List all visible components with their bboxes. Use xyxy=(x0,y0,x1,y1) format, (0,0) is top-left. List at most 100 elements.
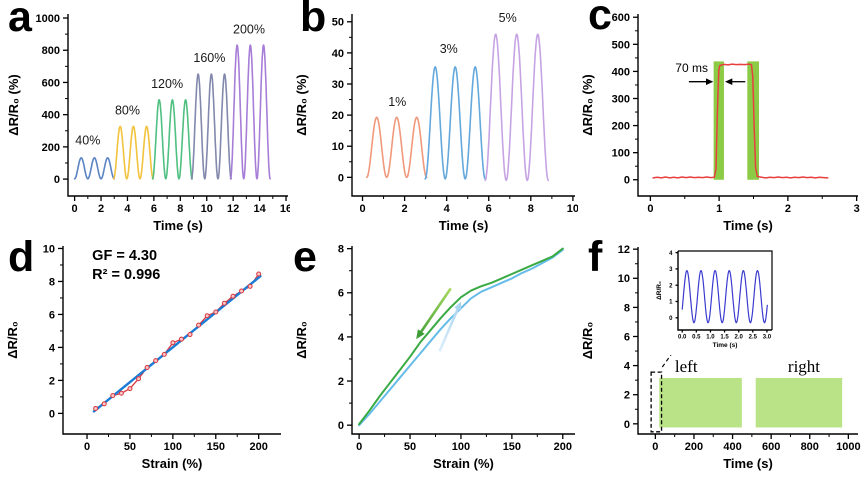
x-tick-label: 0 xyxy=(647,203,653,215)
panel-d-letter: d xyxy=(8,233,35,281)
chart-c: 0 1 2 3 0 100 200 300 400 500 600 Time (s) ΔR/R₀ (%)… xyxy=(580,12,860,233)
y-tick-label: 400 xyxy=(612,66,630,78)
y-tick-label: 2 xyxy=(49,375,55,387)
x-tick-label: 0 xyxy=(652,441,658,453)
y-tick-label: 0 xyxy=(49,408,55,420)
series-160% xyxy=(190,73,232,180)
y-tick-label: 10 xyxy=(43,243,55,255)
y-axis-label: ΔR/R₀ xyxy=(294,321,309,359)
chart-a: 0 2 4 6 8 10 12 14 16 0 200 400 600 800 1000 Time (s) ΔR… xyxy=(6,13,290,233)
y-tick-label: 200 xyxy=(42,142,60,154)
annotation-text: R² = 0.996 xyxy=(92,267,160,283)
y-tick-label: 1 xyxy=(669,300,673,306)
panel-a-letter: a xyxy=(8,0,32,41)
y-tick-label: 1000 xyxy=(36,13,60,25)
y-tick-label: 0 xyxy=(624,175,630,187)
panel-d-chart: 0 50 100 150 200 0 2 4 6 8 10 Strain (%) ΔR/R₀ GF = 4… xyxy=(5,243,281,471)
series-line xyxy=(94,273,260,410)
y-tick-label: 2 xyxy=(338,376,344,388)
y-axis-label: ΔR/R₀ xyxy=(5,321,20,359)
y-tick-label: 3 xyxy=(669,267,673,273)
data-point xyxy=(127,386,133,392)
y-tick-label: 8 xyxy=(338,244,344,256)
x-tick-label: 0.5 xyxy=(692,335,701,341)
series-label-40%: 40% xyxy=(75,133,100,147)
data-point xyxy=(110,393,116,399)
inset-wave xyxy=(681,270,768,324)
series-label-160%: 160% xyxy=(193,51,225,65)
x-tick-label: 12 xyxy=(227,203,239,215)
x-tick-label: 150 xyxy=(207,441,225,453)
x-tick-label: 10 xyxy=(567,203,578,215)
x-tick-label: 4 xyxy=(444,203,451,215)
panel-e-letter: e xyxy=(293,233,317,281)
y-tick-label: 10 xyxy=(332,141,344,153)
x-tick-label: 3 xyxy=(854,203,860,215)
panel-c-chart: 0 1 2 3 0 100 200 300 400 500 600 Time (s) ΔR/R₀ (%)… xyxy=(580,12,860,233)
panel-f-inset-chart: 0.0 0.5 1.0 1.5 2.0 2.5 3.0 0 1 2 3 4 Time (s) ΔR/R₀ xyxy=(656,250,773,349)
data-point xyxy=(204,313,210,319)
axes xyxy=(351,14,575,197)
y-tick-label: 10 xyxy=(618,273,630,285)
series-line xyxy=(358,248,564,427)
data-point xyxy=(170,340,176,346)
arrow-head xyxy=(454,301,462,311)
x-tick-label: 8 xyxy=(528,203,534,215)
data-point xyxy=(178,336,184,342)
data-point xyxy=(101,401,107,407)
y-tick-label: 8 xyxy=(49,276,55,288)
axes xyxy=(62,246,281,435)
series-label-5%: 5% xyxy=(499,11,517,25)
arrow-shaft xyxy=(418,287,452,335)
data-point xyxy=(93,405,99,411)
panel-c-letter: c xyxy=(588,0,612,39)
annotation-text: right xyxy=(788,357,820,376)
series-label-120%: 120% xyxy=(151,77,183,91)
x-tick-label: 3.0 xyxy=(763,335,772,341)
x-tick-label: 800 xyxy=(801,441,819,453)
series-1% xyxy=(365,116,428,179)
x-tick-label: 0 xyxy=(84,441,90,453)
axes xyxy=(637,247,858,435)
data-point xyxy=(239,288,245,294)
y-tick-label: 2 xyxy=(624,390,630,402)
y-tick-label: 600 xyxy=(612,12,630,24)
x-tick-label: 2 xyxy=(98,203,104,215)
y-tick-label: 4 xyxy=(669,251,673,257)
x-tick-label: 2.0 xyxy=(735,335,744,341)
y-tick-label: 200 xyxy=(612,121,630,133)
y-tick-label: 500 xyxy=(612,39,630,51)
x-axis-label: Strain (%) xyxy=(142,456,203,471)
x-axis-label: Time (s) xyxy=(713,342,738,349)
data-point xyxy=(196,322,202,328)
x-tick-label: 4 xyxy=(124,203,131,215)
panel-e: 0 50 100 150 200 0 2 4 6 8 Strain (%) ΔR/R₀ e xyxy=(290,233,578,486)
x-tick-label: 2 xyxy=(402,203,408,215)
y-tick-label: 20 xyxy=(332,110,344,122)
y-tick-label: 4 xyxy=(49,342,56,354)
series-120% xyxy=(151,99,193,180)
x-tick-label: 1.0 xyxy=(706,335,715,341)
series-3% xyxy=(424,66,486,180)
x-axis-label: Time (s) xyxy=(439,218,489,233)
data-point xyxy=(221,300,227,306)
x-tick-label: 1.5 xyxy=(720,335,729,341)
y-axis-label: ΔR/R₀ xyxy=(580,322,595,360)
panel-a-chart: 0 2 4 6 8 10 12 14 16 0 200 400 600 800 1000 Time (s) ΔR… xyxy=(6,13,290,233)
data-point xyxy=(187,332,193,338)
x-tick-label: 600 xyxy=(762,441,780,453)
y-axis-label: ΔR/R₀ (%) xyxy=(294,74,309,135)
series-200% xyxy=(229,44,272,180)
x-tick-label: 0 xyxy=(359,203,365,215)
panel-f-letter: f xyxy=(588,233,603,281)
panel-a: 0 2 4 6 8 10 12 14 16 0 200 400 600 800 1000 Time (s) ΔR… xyxy=(0,0,290,238)
series-80% xyxy=(112,125,154,180)
panel-b: 0 2 4 6 8 10 0 10 20 30 40 50 Time (s) ΔR/R₀ (%) 1% 3% 5… xyxy=(290,0,578,238)
x-tick-label: 100 xyxy=(164,441,182,453)
axes-frame xyxy=(678,250,773,330)
y-tick-label: 600 xyxy=(42,77,60,89)
y-axis-label: ΔR/R₀ (%) xyxy=(6,74,21,135)
series-40% xyxy=(73,157,115,180)
annotation-text: left xyxy=(675,357,698,376)
